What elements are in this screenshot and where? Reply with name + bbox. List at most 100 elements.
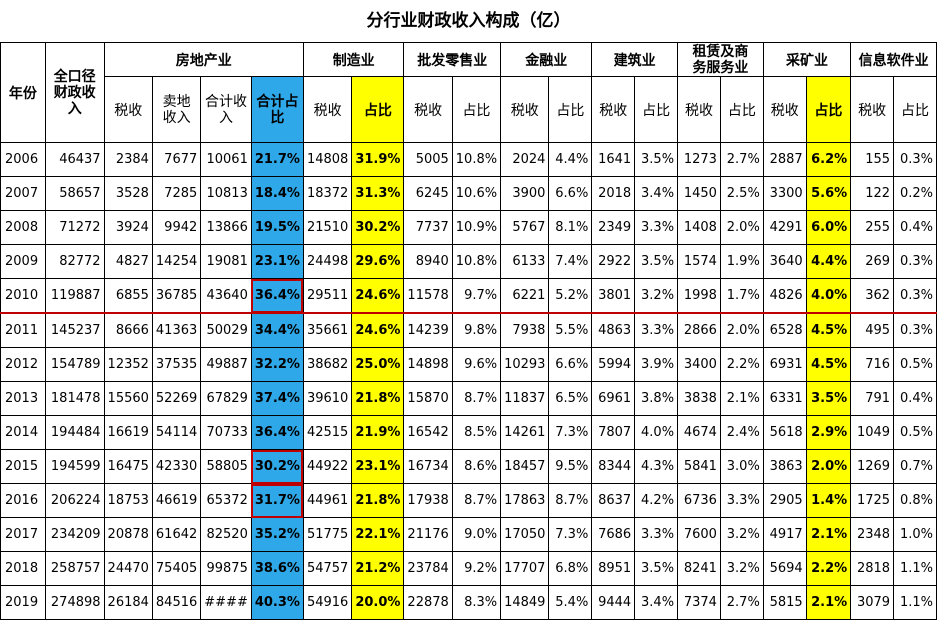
table-cell[interactable]: 206224	[44, 483, 105, 518]
table-cell[interactable]: 3.3%	[634, 517, 679, 552]
year-cell[interactable]: 2010	[0, 278, 46, 314]
table-cell[interactable]: 2.7%	[719, 142, 764, 177]
table-cell[interactable]: 5.4%	[548, 585, 593, 620]
table-cell[interactable]: 2.0%	[805, 449, 852, 484]
table-cell[interactable]: 21.2%	[351, 551, 405, 586]
table-cell[interactable]: 154789	[44, 347, 105, 382]
table-cell[interactable]: 0.2%	[893, 176, 937, 211]
table-cell[interactable]: 0.8%	[893, 483, 937, 518]
table-cell[interactable]: 4827	[103, 244, 153, 279]
table-cell[interactable]: 1.4%	[805, 483, 852, 518]
table-cell[interactable]: 3.5%	[634, 142, 679, 177]
table-cell[interactable]: 5.5%	[548, 312, 593, 348]
table-cell[interactable]: ####	[200, 585, 252, 620]
table-cell[interactable]: 9.6%	[451, 347, 502, 382]
table-cell[interactable]: 5.6%	[805, 176, 852, 211]
year-cell[interactable]: 2011	[0, 312, 46, 348]
table-cell[interactable]: 17938	[403, 483, 453, 518]
table-cell[interactable]: 8951	[591, 551, 636, 586]
table-cell[interactable]: 0.3%	[893, 244, 937, 279]
table-cell[interactable]: 8.7%	[451, 483, 502, 518]
table-cell[interactable]: 24.6%	[351, 312, 405, 348]
table-cell[interactable]: 21.7%	[250, 142, 304, 177]
table-cell[interactable]: 5815	[762, 585, 807, 620]
table-cell[interactable]: 25.0%	[351, 347, 405, 382]
table-cell[interactable]: 20.0%	[351, 585, 405, 620]
table-cell[interactable]: 41363	[151, 312, 202, 348]
table-cell[interactable]: 4674	[677, 415, 721, 450]
table-cell[interactable]: 3.5%	[805, 381, 852, 416]
table-cell[interactable]: 5767	[500, 210, 550, 245]
table-cell[interactable]: 58805	[200, 449, 252, 484]
table-cell[interactable]: 67829	[200, 381, 252, 416]
table-cell[interactable]: 10.6%	[451, 176, 502, 211]
table-cell[interactable]: 269	[850, 244, 895, 279]
table-cell[interactable]: 3079	[850, 585, 895, 620]
table-cell[interactable]: 2024	[500, 142, 550, 177]
table-cell[interactable]: 12352	[103, 347, 153, 382]
table-cell[interactable]: 7374	[677, 585, 721, 620]
table-cell[interactable]: 36785	[151, 278, 202, 314]
table-cell[interactable]: 14254	[151, 244, 202, 279]
table-cell[interactable]: 11837	[500, 381, 550, 416]
table-cell[interactable]: 32.2%	[250, 347, 304, 382]
table-cell[interactable]: 9.7%	[451, 278, 502, 314]
table-cell[interactable]: 17050	[500, 517, 550, 552]
table-cell[interactable]: 6133	[500, 244, 550, 279]
table-cell[interactable]: 8.6%	[451, 449, 502, 484]
table-cell[interactable]: 14239	[403, 312, 453, 348]
table-cell[interactable]: 10813	[200, 176, 252, 211]
table-cell[interactable]: 3863	[762, 449, 807, 484]
table-cell[interactable]: 16475	[103, 449, 153, 484]
table-cell[interactable]: 54114	[151, 415, 202, 450]
table-cell[interactable]: 3.4%	[634, 176, 679, 211]
table-cell[interactable]: 6.5%	[548, 381, 593, 416]
table-cell[interactable]: 2.1%	[805, 585, 852, 620]
table-cell[interactable]: 6736	[677, 483, 721, 518]
table-cell[interactable]: 7938	[500, 312, 550, 348]
table-cell[interactable]: 3801	[591, 278, 636, 314]
table-cell[interactable]: 2887	[762, 142, 807, 177]
table-cell[interactable]: 35.2%	[250, 517, 304, 552]
table-cell[interactable]: 8666	[103, 312, 153, 348]
table-cell[interactable]: 10061	[200, 142, 252, 177]
table-cell[interactable]: 4.2%	[634, 483, 679, 518]
table-cell[interactable]: 2.7%	[719, 585, 764, 620]
table-cell[interactable]: 19081	[200, 244, 252, 279]
table-cell[interactable]: 362	[850, 278, 895, 314]
table-cell[interactable]: 6961	[591, 381, 636, 416]
table-cell[interactable]: 10.8%	[451, 244, 502, 279]
table-cell[interactable]: 30.2%	[250, 449, 304, 484]
table-cell[interactable]: 122	[850, 176, 895, 211]
table-cell[interactable]: 1998	[677, 278, 721, 314]
table-cell[interactable]: 16619	[103, 415, 153, 450]
table-cell[interactable]: 4917	[762, 517, 807, 552]
table-cell[interactable]: 2.4%	[719, 415, 764, 450]
table-cell[interactable]: 194599	[44, 449, 105, 484]
table-cell[interactable]: 21.9%	[351, 415, 405, 450]
table-cell[interactable]: 9.0%	[451, 517, 502, 552]
table-cell[interactable]: 181478	[44, 381, 105, 416]
table-cell[interactable]: 8637	[591, 483, 636, 518]
table-cell[interactable]: 1574	[677, 244, 721, 279]
table-cell[interactable]: 54916	[302, 585, 353, 620]
table-cell[interactable]: 4.0%	[805, 278, 852, 314]
table-cell[interactable]: 65372	[200, 483, 252, 518]
table-cell[interactable]: 9.5%	[548, 449, 593, 484]
table-cell[interactable]: 1.0%	[893, 517, 937, 552]
table-cell[interactable]: 71272	[44, 210, 105, 245]
table-cell[interactable]: 61642	[151, 517, 202, 552]
table-cell[interactable]: 22.1%	[351, 517, 405, 552]
table-cell[interactable]: 14808	[302, 142, 353, 177]
table-cell[interactable]: 22878	[403, 585, 453, 620]
table-cell[interactable]: 716	[850, 347, 895, 382]
table-cell[interactable]: 2384	[103, 142, 153, 177]
table-cell[interactable]: 5841	[677, 449, 721, 484]
table-cell[interactable]: 6331	[762, 381, 807, 416]
table-cell[interactable]: 15560	[103, 381, 153, 416]
table-cell[interactable]: 20878	[103, 517, 153, 552]
year-cell[interactable]: 2016	[0, 483, 46, 518]
table-cell[interactable]: 30.2%	[351, 210, 405, 245]
table-cell[interactable]: 6.2%	[805, 142, 852, 177]
year-cell[interactable]: 2014	[0, 415, 46, 450]
